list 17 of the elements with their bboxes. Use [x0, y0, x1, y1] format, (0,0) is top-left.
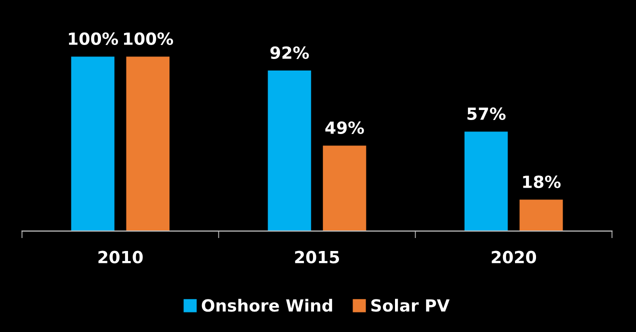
bar: [520, 200, 563, 232]
data-label: 57%: [467, 107, 506, 120]
legend-label: Solar PV: [371, 298, 450, 312]
data-label: 18%: [523, 175, 561, 188]
x-tick-label: 2010: [98, 250, 143, 264]
x-tick-label: 2015: [295, 250, 340, 264]
data-label: 49%: [325, 121, 364, 134]
bar: [268, 70, 312, 232]
bar: [71, 56, 114, 232]
legend-label: Onshore Wind: [202, 298, 332, 312]
x-tick-label: 2020: [492, 250, 536, 264]
bar: [126, 56, 170, 232]
bar: [322, 146, 366, 232]
data-label: 100%: [124, 32, 174, 46]
bar: [464, 132, 508, 232]
data-label: 100%: [68, 32, 118, 46]
data-label: 92%: [270, 46, 309, 59]
